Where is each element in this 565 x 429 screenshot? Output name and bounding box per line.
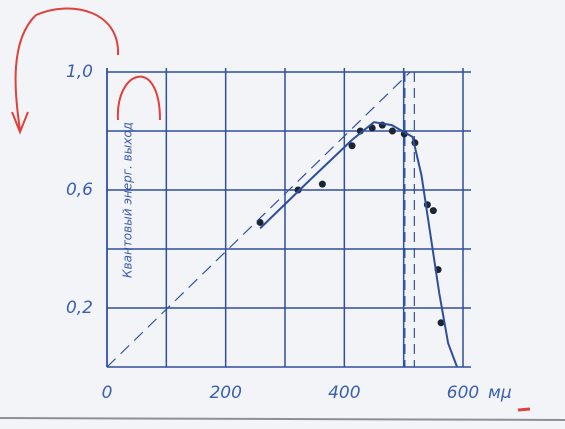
- x-tick-label: 600: [447, 383, 479, 403]
- y-tick-label: 0,6: [66, 180, 93, 200]
- data-point: [389, 128, 396, 135]
- x-tick-label: 400: [328, 383, 360, 403]
- red-underline: [518, 409, 530, 410]
- y-tick-label: 0,2: [66, 298, 93, 318]
- y-tick-label: 1,0: [66, 62, 93, 82]
- x-unit: мμ: [488, 383, 512, 403]
- chart: мμ Квантовый энерг. выход 0 200 400 600 0,2 0…: [0, 0, 565, 429]
- data-point: [430, 207, 437, 214]
- y-axis-label: Квантовый энерг. выход: [121, 122, 135, 278]
- x-tick-label: 200: [209, 383, 241, 403]
- data-point: [319, 181, 326, 188]
- x-tick-label: 0: [102, 383, 113, 403]
